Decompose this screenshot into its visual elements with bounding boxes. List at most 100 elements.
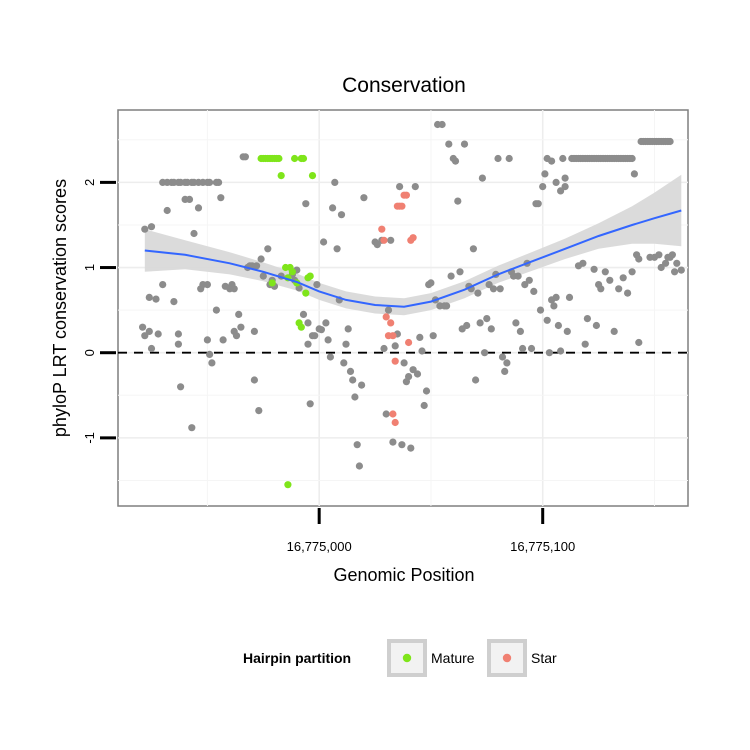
data-point-other xyxy=(635,338,643,347)
data-point-star xyxy=(405,338,413,347)
data-point-other xyxy=(548,157,556,165)
data-point-other xyxy=(418,347,426,355)
data-point-other xyxy=(145,327,153,335)
confidence-band-layer xyxy=(144,174,682,316)
data-point-other xyxy=(380,344,388,353)
data-point-mature xyxy=(308,172,317,180)
data-point-other xyxy=(662,259,670,267)
data-point-other xyxy=(382,410,390,418)
data-point-other xyxy=(489,285,498,293)
data-point-other xyxy=(474,289,482,297)
data-point-mature xyxy=(268,279,276,287)
legend-dot-mature xyxy=(402,653,412,663)
data-point-other xyxy=(349,376,357,384)
data-point-other xyxy=(398,441,406,449)
data-point-other xyxy=(317,326,325,334)
data-point-other xyxy=(306,400,314,408)
data-point-other xyxy=(525,276,533,284)
data-point-other xyxy=(463,321,471,330)
data-point-other xyxy=(337,211,346,219)
data-point-star xyxy=(409,234,417,242)
data-point-other xyxy=(342,340,350,348)
data-point-other xyxy=(396,183,404,191)
data-point-other xyxy=(561,183,569,191)
data-point-other xyxy=(655,251,663,259)
data-point-other xyxy=(554,321,563,330)
data-point-other xyxy=(601,268,609,276)
data-point-other xyxy=(329,204,337,212)
data-point-other xyxy=(185,195,194,203)
data-point-other xyxy=(565,293,574,301)
y-tick-label: -1 xyxy=(82,432,97,444)
data-point-other xyxy=(253,262,261,270)
data-point-other xyxy=(355,462,363,470)
data-point-star xyxy=(391,357,399,365)
data-point-other xyxy=(215,178,223,186)
y-tick-label: 2 xyxy=(82,179,97,186)
data-point-other xyxy=(174,330,182,338)
data-point-mature xyxy=(284,481,292,489)
data-point-other xyxy=(413,370,422,378)
data-point-other xyxy=(145,293,153,301)
data-point-other xyxy=(346,367,355,375)
data-point-other xyxy=(557,347,565,355)
data-point-other xyxy=(527,344,536,353)
data-point-other xyxy=(552,178,560,186)
x-tick-label: 16,775,100 xyxy=(510,539,575,554)
data-point-other xyxy=(512,319,520,327)
data-point-other xyxy=(505,154,513,163)
data-point-other xyxy=(628,154,636,163)
smooth-line-layer xyxy=(144,209,682,308)
data-point-other xyxy=(235,310,243,318)
data-point-other xyxy=(635,255,643,263)
data-point-other xyxy=(141,225,149,233)
data-point-other xyxy=(387,236,395,244)
data-point-other xyxy=(476,319,484,327)
data-point-star xyxy=(402,191,410,199)
legend-entry-star: Star xyxy=(487,639,557,677)
data-point-other xyxy=(561,174,569,182)
data-point-mature xyxy=(291,154,299,163)
data-point-other xyxy=(411,183,419,191)
axis-layer: 16,775,000 16,775,100 -1 0 1 2 xyxy=(82,179,575,554)
data-point-other xyxy=(420,401,428,410)
data-point-other xyxy=(469,245,477,253)
data-point-other xyxy=(230,285,238,293)
data-point-other xyxy=(188,424,196,432)
data-point-other xyxy=(552,293,560,301)
data-point-other xyxy=(543,316,551,324)
data-point-star xyxy=(391,418,399,427)
data-point-other xyxy=(206,350,214,358)
data-point-other xyxy=(351,393,359,401)
data-point-other xyxy=(514,272,522,280)
data-point-other xyxy=(606,276,614,284)
data-point-other xyxy=(232,332,241,340)
chart-title: Conservation xyxy=(342,74,466,97)
data-point-other xyxy=(311,332,319,340)
data-point-star xyxy=(378,225,386,233)
data-point-other xyxy=(190,229,198,238)
data-point-other xyxy=(203,281,211,289)
data-point-other xyxy=(422,387,431,395)
data-point-other xyxy=(483,315,491,323)
data-point-other xyxy=(407,444,415,452)
data-point-other xyxy=(163,206,171,215)
data-point-other xyxy=(579,259,587,267)
data-point-other xyxy=(400,359,408,367)
data-point-other xyxy=(255,407,263,415)
data-point-other xyxy=(194,204,203,212)
data-point-other xyxy=(521,281,529,289)
data-point-other xyxy=(389,438,397,446)
data-point-other xyxy=(539,183,547,191)
y-tick-label: 0 xyxy=(82,349,97,356)
data-point-other xyxy=(550,302,558,310)
data-point-other xyxy=(384,306,393,314)
points-layer xyxy=(139,120,685,489)
data-point-other xyxy=(250,376,258,384)
data-point-other xyxy=(250,327,258,335)
data-point-other xyxy=(496,285,504,293)
data-point-other xyxy=(592,321,601,330)
data-point-other xyxy=(487,325,495,333)
data-point-other xyxy=(472,376,480,384)
